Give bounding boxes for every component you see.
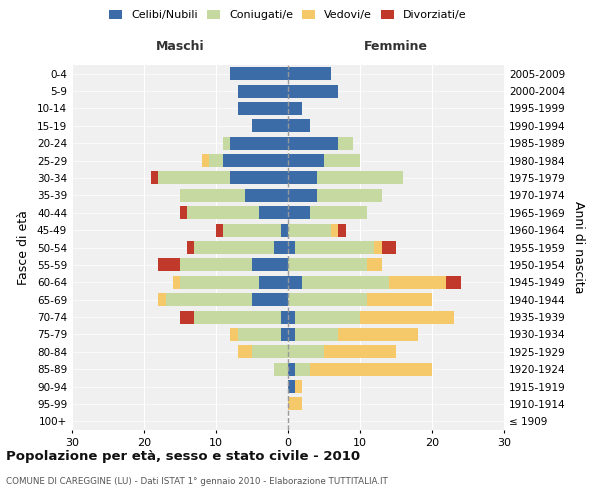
- Bar: [274, 241, 288, 254]
- Bar: [180, 206, 187, 220]
- Bar: [281, 224, 288, 236]
- Bar: [446, 276, 461, 289]
- Bar: [158, 293, 166, 306]
- Bar: [389, 276, 446, 289]
- Bar: [180, 189, 245, 202]
- Bar: [295, 380, 302, 393]
- Bar: [288, 67, 331, 80]
- Bar: [158, 172, 230, 184]
- Bar: [230, 136, 288, 149]
- Bar: [288, 310, 295, 324]
- Bar: [180, 276, 259, 289]
- Bar: [209, 154, 223, 167]
- Bar: [288, 154, 324, 167]
- Bar: [230, 328, 238, 341]
- Bar: [274, 362, 288, 376]
- Bar: [151, 172, 158, 184]
- Bar: [238, 346, 252, 358]
- Bar: [230, 67, 288, 80]
- Bar: [324, 154, 360, 167]
- Bar: [367, 293, 432, 306]
- Bar: [331, 224, 338, 236]
- Text: Femmine: Femmine: [364, 40, 428, 52]
- Bar: [252, 258, 288, 272]
- Bar: [158, 258, 180, 272]
- Bar: [173, 276, 180, 289]
- Text: Popolazione per età, sesso e stato civile - 2010: Popolazione per età, sesso e stato civil…: [6, 450, 360, 463]
- Bar: [288, 346, 324, 358]
- Bar: [338, 328, 418, 341]
- Bar: [295, 241, 374, 254]
- Bar: [180, 310, 194, 324]
- Bar: [245, 189, 288, 202]
- Bar: [288, 84, 338, 98]
- Bar: [302, 276, 389, 289]
- Bar: [259, 206, 288, 220]
- Bar: [288, 328, 295, 341]
- Bar: [252, 346, 288, 358]
- Text: Maschi: Maschi: [155, 40, 205, 52]
- Bar: [238, 328, 281, 341]
- Bar: [360, 310, 454, 324]
- Bar: [295, 310, 360, 324]
- Bar: [252, 293, 288, 306]
- Bar: [295, 328, 338, 341]
- Bar: [288, 189, 317, 202]
- Bar: [288, 206, 310, 220]
- Bar: [288, 362, 295, 376]
- Bar: [194, 241, 274, 254]
- Bar: [223, 224, 281, 236]
- Bar: [317, 172, 403, 184]
- Y-axis label: Anni di nascita: Anni di nascita: [572, 201, 585, 294]
- Bar: [202, 154, 209, 167]
- Bar: [238, 84, 288, 98]
- Bar: [216, 224, 223, 236]
- Bar: [223, 154, 288, 167]
- Bar: [223, 136, 230, 149]
- Bar: [374, 241, 382, 254]
- Bar: [288, 398, 302, 410]
- Bar: [288, 258, 367, 272]
- Bar: [288, 102, 302, 115]
- Y-axis label: Fasce di età: Fasce di età: [17, 210, 30, 285]
- Bar: [288, 172, 317, 184]
- Bar: [382, 241, 396, 254]
- Text: COMUNE DI CAREGGINE (LU) - Dati ISTAT 1° gennaio 2010 - Elaborazione TUTTITALIA.: COMUNE DI CAREGGINE (LU) - Dati ISTAT 1°…: [6, 478, 388, 486]
- Bar: [288, 293, 367, 306]
- Bar: [288, 241, 295, 254]
- Legend: Celibi/Nubili, Coniugati/e, Vedovi/e, Divorziati/e: Celibi/Nubili, Coniugati/e, Vedovi/e, Di…: [106, 6, 470, 24]
- Bar: [288, 136, 338, 149]
- Bar: [180, 258, 252, 272]
- Bar: [324, 346, 396, 358]
- Bar: [310, 206, 367, 220]
- Bar: [288, 276, 302, 289]
- Bar: [187, 241, 194, 254]
- Bar: [288, 120, 310, 132]
- Bar: [288, 380, 295, 393]
- Bar: [187, 206, 259, 220]
- Bar: [338, 224, 346, 236]
- Bar: [338, 136, 353, 149]
- Bar: [259, 276, 288, 289]
- Bar: [238, 102, 288, 115]
- Bar: [166, 293, 252, 306]
- Bar: [295, 362, 310, 376]
- Bar: [194, 310, 281, 324]
- Bar: [317, 189, 382, 202]
- Bar: [367, 258, 382, 272]
- Bar: [288, 224, 331, 236]
- Bar: [230, 172, 288, 184]
- Bar: [281, 310, 288, 324]
- Bar: [310, 362, 432, 376]
- Bar: [281, 328, 288, 341]
- Bar: [252, 120, 288, 132]
